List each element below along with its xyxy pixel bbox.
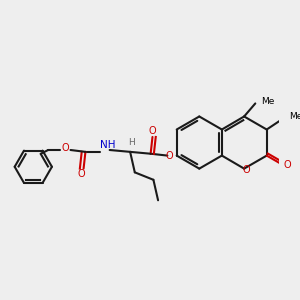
Text: O: O — [61, 143, 69, 153]
Text: O: O — [149, 126, 156, 136]
Text: O: O — [242, 165, 250, 175]
Text: H: H — [129, 138, 135, 147]
Text: O: O — [78, 169, 85, 179]
Text: O: O — [165, 151, 173, 160]
Text: Me: Me — [261, 97, 274, 106]
Text: O: O — [284, 160, 291, 170]
Text: Me: Me — [289, 112, 300, 121]
Text: NH: NH — [100, 140, 116, 150]
